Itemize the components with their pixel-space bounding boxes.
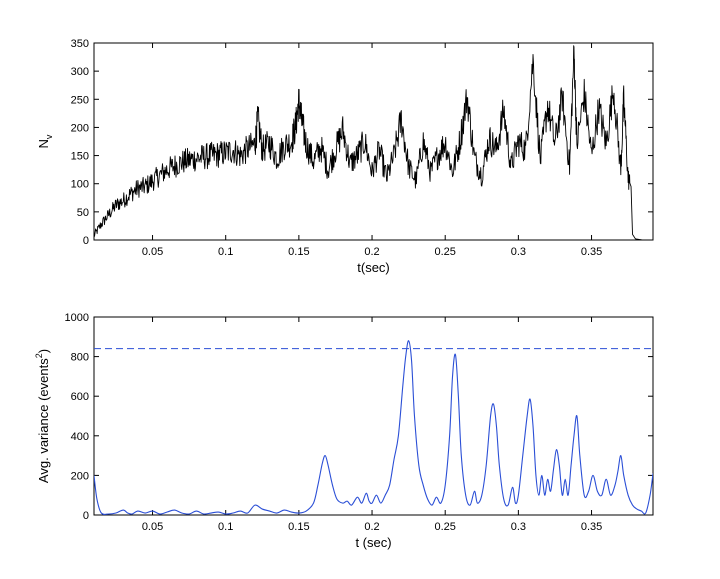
y-tick-label: 200	[71, 470, 89, 482]
x-tick-label: 0.25	[434, 521, 455, 533]
y-tick-label: 300	[71, 66, 89, 78]
y-tick-label: 800	[71, 352, 89, 364]
x-tick-label: 0.2	[364, 521, 379, 533]
y-tick-label: 200	[71, 122, 89, 134]
y-tick-label: 400	[71, 431, 89, 443]
y-axis-label-subscript: v	[44, 134, 54, 139]
y-tick-label: 350	[71, 38, 89, 50]
series-line	[94, 340, 653, 515]
y-axis-label: Nv	[36, 134, 54, 148]
x-tick-label: 0.3	[511, 246, 526, 258]
x-tick-label: 0.25	[434, 246, 455, 258]
x-tick-label: 0.1	[218, 521, 233, 533]
y-axis-label-main: N	[36, 139, 51, 148]
y-tick-label: 150	[71, 151, 89, 163]
x-tick-label: 0.35	[581, 246, 602, 258]
x-tick-label: 0.1	[218, 246, 233, 258]
plot-frame	[93, 42, 654, 241]
series-line	[94, 45, 651, 240]
y-tick-label: 0	[83, 235, 89, 247]
y-axis-label-superscript: 2	[34, 353, 44, 358]
x-tick-label: 0.35	[581, 521, 602, 533]
y-tick-label: 1000	[65, 312, 89, 324]
y-axis-label-main: Avg. variance (events	[36, 358, 51, 483]
y-tick-label: 50	[77, 207, 89, 219]
y-tick-label: 600	[71, 391, 89, 403]
plot-frame	[93, 316, 654, 516]
chart-top: 0.05 0.1 0.15 0.2 0.25 0.3 0.35 0 50 100 150 200 250…	[36, 38, 654, 275]
y-tick-label: 0	[83, 510, 89, 522]
x-tick-label: 0.15	[288, 246, 309, 258]
y-tick-label: 250	[71, 94, 89, 106]
x-tick-label: 0.15	[288, 521, 309, 533]
y-axis-label-suffix: )	[36, 349, 51, 353]
chart-bottom: 0.05 0.1 0.15 0.2 0.25 0.3 0.35 0 200 400 600 800 10…	[34, 312, 654, 550]
x-tick-label: 0.3	[511, 521, 526, 533]
x-axis-label: t (sec)	[355, 535, 391, 550]
x-tick-label: 0.2	[364, 246, 379, 258]
y-tick-label: 100	[71, 179, 89, 191]
x-tick-label: 0.05	[142, 246, 163, 258]
y-axis-label: Avg. variance (events2)	[34, 349, 51, 483]
x-tick-label: 0.05	[142, 521, 163, 533]
x-axis-label: t(sec)	[357, 260, 390, 275]
